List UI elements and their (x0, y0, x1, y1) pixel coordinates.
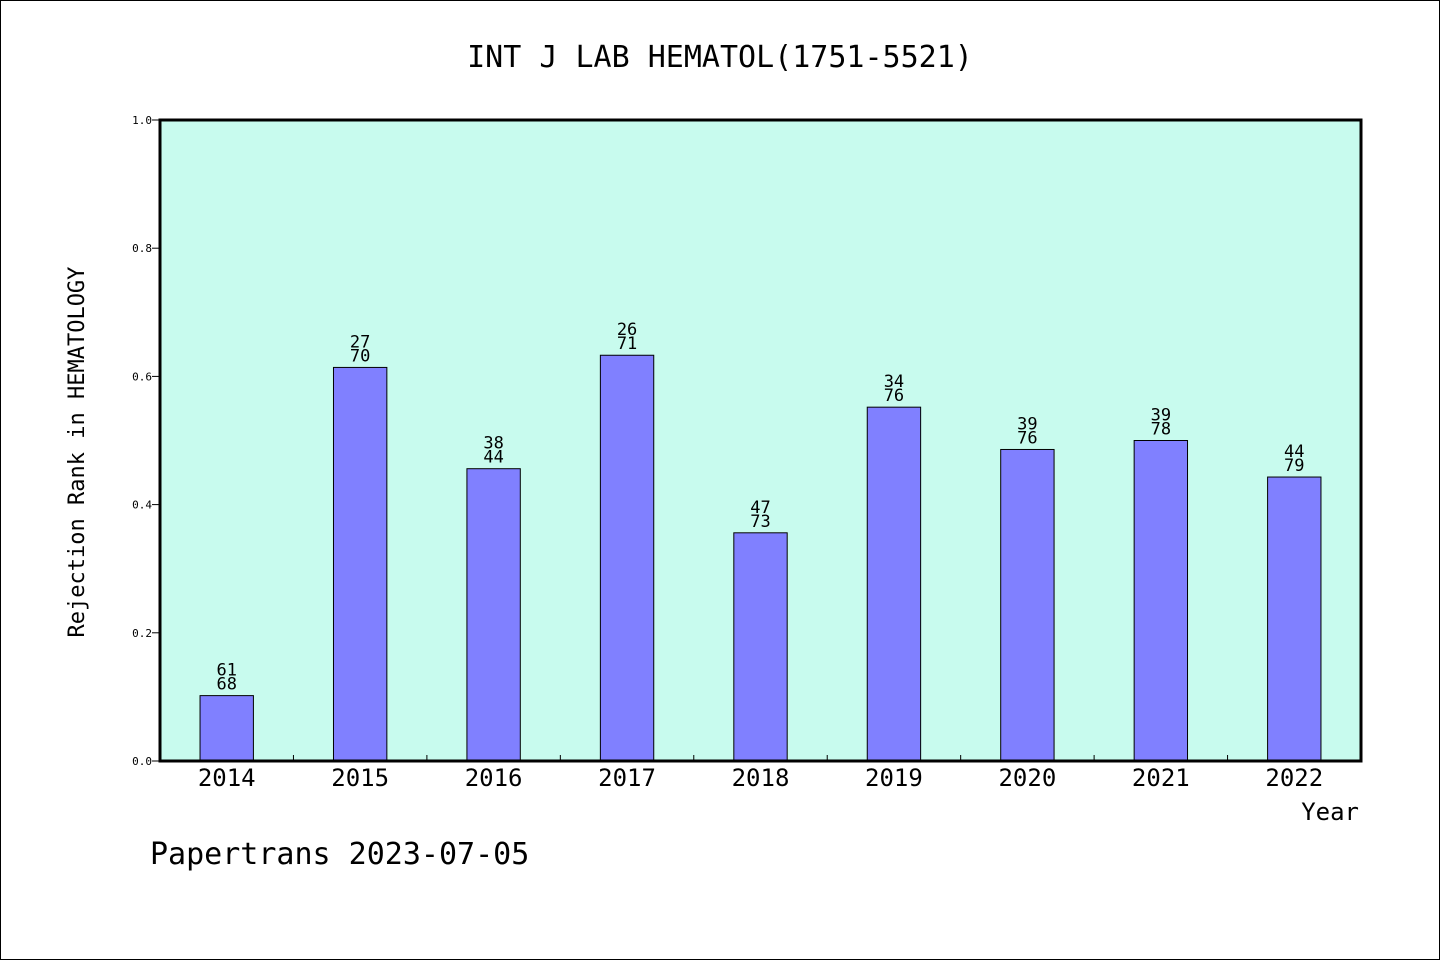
bar (733, 532, 788, 762)
bar-label-top: 38 (483, 434, 503, 454)
x-tick-label: 2019 (865, 764, 923, 792)
bar (199, 695, 254, 762)
bar-label-top: 27 (350, 332, 370, 352)
bar (1133, 440, 1189, 762)
x-tick-label: 2017 (598, 764, 656, 792)
y-axis: 0.0 0.2 0.4 0.6 0.8 1.0 (132, 114, 160, 768)
x-tick-label: 2022 (1265, 764, 1323, 792)
bar-label-top: 34 (884, 372, 904, 392)
bar-label-top: 44 (1284, 442, 1304, 462)
y-tick-label: 1.0 (132, 114, 152, 127)
bar-label-bottom: 68 (216, 675, 236, 695)
y-tick-label: 0.0 (132, 755, 152, 768)
x-tick-label: 2016 (465, 764, 523, 792)
y-axis-label: Rejection Rank in HEMATOLOGY (65, 267, 90, 638)
bar (599, 354, 655, 762)
plot-border (158, 118, 1363, 763)
x-tick-label: 2020 (998, 764, 1056, 792)
bar-label-bottom: 79 (1284, 456, 1304, 476)
footer-text: Papertrans 2023-07-05 (150, 837, 529, 872)
x-axis: 2014 2015 2016 2017 2018 2019 2020 2021 2022 (198, 755, 1323, 792)
bar-label-bottom: 76 (884, 386, 904, 406)
x-axis-label: Year (1301, 798, 1359, 826)
bar-label-top: 39 (1151, 406, 1171, 426)
x-tick-label: 2015 (331, 764, 389, 792)
bar (332, 366, 388, 762)
bar (1000, 448, 1055, 762)
y-tick-label: 0.2 (132, 627, 152, 640)
bar-label-bottom: 44 (483, 448, 503, 468)
x-tick-label: 2021 (1132, 764, 1190, 792)
y-tick-label: 0.6 (132, 370, 152, 383)
y-tick-label: 0.4 (132, 499, 152, 512)
bar (1267, 476, 1322, 762)
bar-label-bottom: 76 (1017, 428, 1037, 448)
bar-label-bottom: 70 (350, 346, 370, 366)
bar (866, 406, 922, 762)
x-tick-label: 2014 (198, 764, 256, 792)
bar-label-top: 39 (1017, 414, 1037, 434)
bar-label-top: 61 (216, 661, 236, 681)
x-tick-label: 2018 (732, 764, 790, 792)
chart-title: INT J LAB HEMATOL(1751-5521) (467, 40, 973, 75)
y-tick-label: 0.8 (132, 242, 152, 255)
bar (466, 468, 521, 762)
bar-label-top: 26 (617, 320, 637, 340)
bar-label-bottom: 71 (617, 334, 637, 354)
bar-label-top: 47 (750, 498, 770, 518)
bar-label-bottom: 73 (750, 512, 770, 532)
bar-label-bottom: 78 (1151, 420, 1171, 440)
